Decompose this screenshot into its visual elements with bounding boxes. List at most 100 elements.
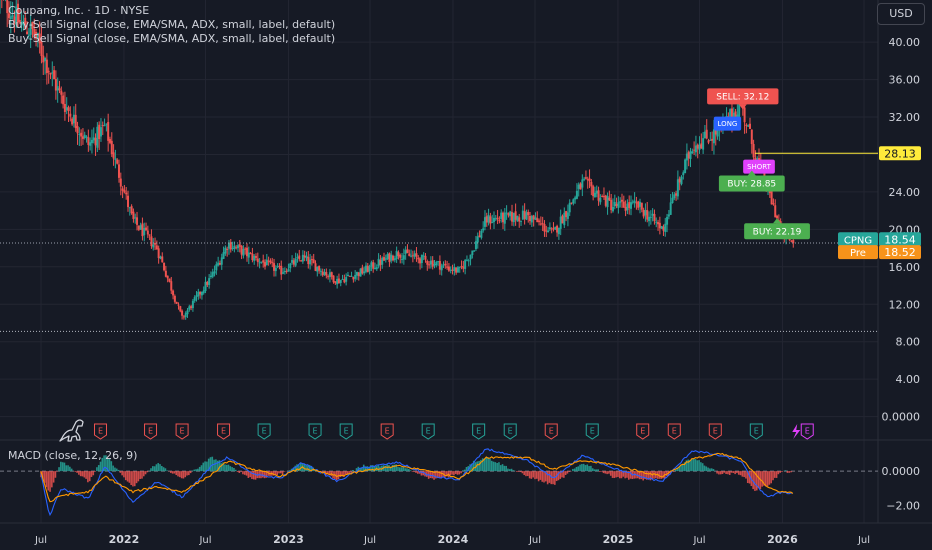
level-price-badge-box [879, 146, 921, 161]
candle-body [637, 201, 640, 208]
candle-body [774, 205, 777, 218]
dinosaur-icon[interactable] [59, 419, 84, 442]
candle-body [155, 245, 158, 250]
candle-body [90, 139, 93, 144]
premarket-badge[interactable]: Pre 18.52 [838, 245, 921, 260]
earnings-marker-miss[interactable]: E [380, 423, 394, 440]
earnings-marker-beat[interactable]: E [585, 423, 599, 440]
earnings-marker-miss[interactable]: E [636, 423, 650, 440]
earnings-marker-beat[interactable]: E [749, 423, 763, 440]
candle-body [651, 213, 654, 216]
candle-body [92, 137, 95, 141]
candle-body [752, 144, 755, 158]
symbol-title[interactable]: Coupang, Inc. · 1D · NYSE [8, 4, 150, 17]
indicator-legend-2[interactable]: Buy-Sell Signal (close, EMA/SMA, ADX, sm… [8, 32, 336, 45]
candle-body [491, 221, 494, 223]
candle-body [258, 262, 261, 264]
candle-body [188, 306, 191, 310]
candle-body [635, 202, 638, 204]
candle-body [581, 179, 584, 188]
earnings-marker-miss[interactable]: E [667, 423, 681, 440]
earnings-letter: E [180, 427, 185, 436]
signal-label-short[interactable]: SHORT [743, 159, 775, 174]
candle-body [134, 217, 137, 219]
earnings-marker-beat[interactable]: E [421, 423, 435, 440]
candle-body [184, 313, 187, 318]
candle-body [675, 193, 678, 196]
candle-body [121, 188, 124, 191]
candle-body [56, 86, 59, 91]
candle-body [419, 258, 422, 264]
candle-body [314, 263, 317, 271]
signal-label-buy[interactable]: BUY: 22.19 [744, 218, 810, 240]
candle-body [27, 34, 30, 36]
candle-body [516, 215, 519, 222]
earnings-marker-beat[interactable]: E [308, 423, 322, 440]
candle-body [316, 266, 319, 272]
candle-body [509, 211, 512, 217]
macd-line [40, 448, 793, 517]
earnings-letter: E [549, 427, 554, 436]
candle-body [393, 258, 396, 261]
candle-body [119, 178, 122, 187]
earnings-badge [636, 423, 650, 440]
earnings-marker-beat[interactable]: E [472, 423, 486, 440]
candle-body [179, 306, 182, 312]
earnings-marker-miss[interactable]: E [144, 423, 158, 440]
candle-body [714, 127, 717, 135]
candle-body [586, 179, 589, 181]
candle-body [76, 126, 79, 134]
signal-label-sell[interactable]: SELL: 32.12 [707, 88, 779, 110]
candle-body [195, 295, 198, 297]
candle-body [738, 102, 741, 118]
candle-body [361, 267, 364, 274]
earnings-badge [667, 423, 681, 440]
earnings-marker-miss[interactable]: E [175, 423, 189, 440]
candle-body [514, 211, 517, 220]
macd-tick-label: −2.00 [886, 500, 920, 513]
earnings-letter: E [221, 427, 226, 436]
earnings-marker-upcoming[interactable]: E [800, 423, 814, 440]
premarket-badge-tag-text: Pre [850, 248, 866, 259]
candle-body [377, 258, 380, 267]
candle-body [238, 244, 241, 247]
candle-body [592, 186, 595, 197]
level-price-badge[interactable]: 28.13 [879, 146, 921, 161]
candle-body [273, 263, 276, 271]
earnings-marker-beat[interactable]: E [503, 423, 517, 440]
currency-button[interactable]: USD [877, 3, 925, 25]
candle-body [446, 266, 449, 268]
candle-body [606, 196, 609, 208]
candle-body [276, 266, 279, 268]
candle-body [734, 111, 737, 119]
candle-body [422, 255, 425, 257]
candle-body [242, 248, 245, 256]
last-price-badge[interactable]: CPNG 18.54 [838, 232, 921, 247]
earnings-marker-miss[interactable]: E [708, 423, 722, 440]
candle-body [323, 272, 326, 275]
candle-body [141, 223, 144, 237]
candle-body [337, 278, 340, 284]
signal-label-buy[interactable]: BUY: 28.85 [718, 170, 785, 192]
earnings-marker-miss[interactable]: E [94, 423, 108, 440]
earnings-marker-miss[interactable]: E [217, 423, 231, 440]
candle-body [554, 226, 557, 230]
candle-body [105, 123, 108, 125]
candle-body [190, 306, 193, 309]
candle-body [175, 301, 178, 304]
indicator-legend-1[interactable]: Buy-Sell Signal (close, EMA/SMA, ADX, sm… [8, 18, 336, 31]
candle-body [264, 262, 267, 267]
earnings-marker-miss[interactable]: E [544, 423, 558, 440]
earnings-marker-beat[interactable]: E [339, 423, 353, 440]
earnings-marker-beat[interactable]: E [257, 423, 271, 440]
last-price-badge-box [879, 232, 921, 247]
candle-body [379, 259, 382, 266]
signal-label-long[interactable]: LONG [713, 116, 742, 131]
candle-body [112, 152, 115, 159]
candle-body [615, 203, 618, 207]
candle-body [307, 257, 310, 265]
candle-body [89, 142, 92, 146]
candle-body [399, 255, 402, 258]
candle-body [438, 261, 441, 270]
